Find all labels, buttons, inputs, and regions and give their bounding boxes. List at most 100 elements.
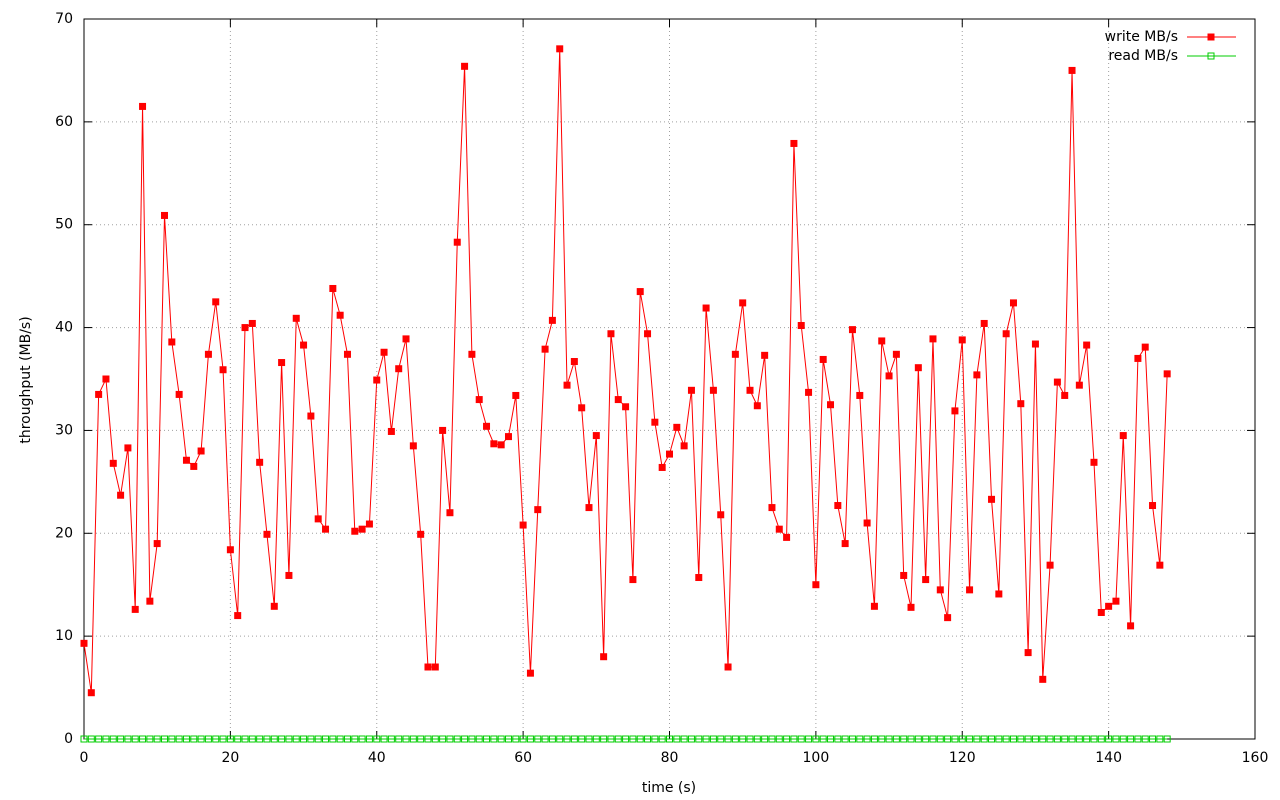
point [212,298,220,306]
point [109,735,117,743]
point [204,350,212,358]
point [314,735,322,743]
point [900,571,908,579]
point [475,396,483,404]
point [724,735,732,743]
point [702,304,710,312]
legend-marker [1207,52,1215,60]
point [827,401,835,409]
point [834,735,842,743]
point [1119,735,1127,743]
point [512,735,520,743]
x-tick-label: 160 [1242,750,1269,766]
point [534,506,542,514]
point [966,586,974,594]
point [1141,735,1149,743]
point [1017,400,1025,408]
point [1046,735,1054,743]
point [973,371,981,379]
point [439,735,447,743]
legend-label: write MB/s [1105,29,1178,45]
point [1141,343,1149,351]
point [263,530,271,538]
point [417,735,425,743]
point [651,418,659,426]
point [1068,66,1076,74]
point [797,322,805,330]
point [914,364,922,372]
point [563,381,571,389]
point [600,735,608,743]
y-tick-label: 0 [64,731,73,747]
point [885,735,893,743]
point [892,350,900,358]
point [343,350,351,358]
point [753,735,761,743]
point [526,669,534,677]
point [109,459,117,467]
y-tick-label: 20 [55,525,73,541]
point [197,735,205,743]
point [673,735,681,743]
point [622,735,630,743]
point [124,444,132,452]
point [219,735,227,743]
point [314,515,322,523]
point [1149,502,1157,510]
point [234,612,242,620]
point [439,426,447,434]
point [614,735,622,743]
point [863,735,871,743]
point [1061,391,1069,399]
point [204,735,212,743]
point [424,663,432,671]
point [1134,354,1142,362]
point [717,511,725,519]
point [768,504,776,512]
point [241,324,249,332]
point [614,396,622,404]
point [746,735,754,743]
point [248,735,256,743]
point [1046,561,1054,569]
point [1017,735,1025,743]
point [863,519,871,527]
point [1068,735,1076,743]
point [263,735,271,743]
point [278,735,286,743]
point [285,735,293,743]
point [695,735,703,743]
point [175,390,183,398]
point [1105,602,1113,610]
point [131,735,139,743]
point [234,735,242,743]
point [666,450,673,458]
point [300,735,308,743]
x-tick-label: 80 [661,750,679,766]
point [1061,735,1069,743]
point [351,527,359,535]
point [746,386,754,394]
point [878,337,886,345]
point [636,288,644,296]
point [343,735,351,743]
point [358,735,366,743]
point [219,366,227,374]
point [944,735,952,743]
point [87,689,95,697]
point [329,735,337,743]
point [526,735,534,743]
point [761,351,769,359]
point [841,540,849,548]
point [556,45,564,53]
point [512,391,520,399]
point [695,574,703,582]
point [563,735,571,743]
point [490,735,498,743]
point [175,735,183,743]
point [958,735,966,743]
series-line [83,48,1168,693]
point [1002,735,1010,743]
point [226,546,234,554]
